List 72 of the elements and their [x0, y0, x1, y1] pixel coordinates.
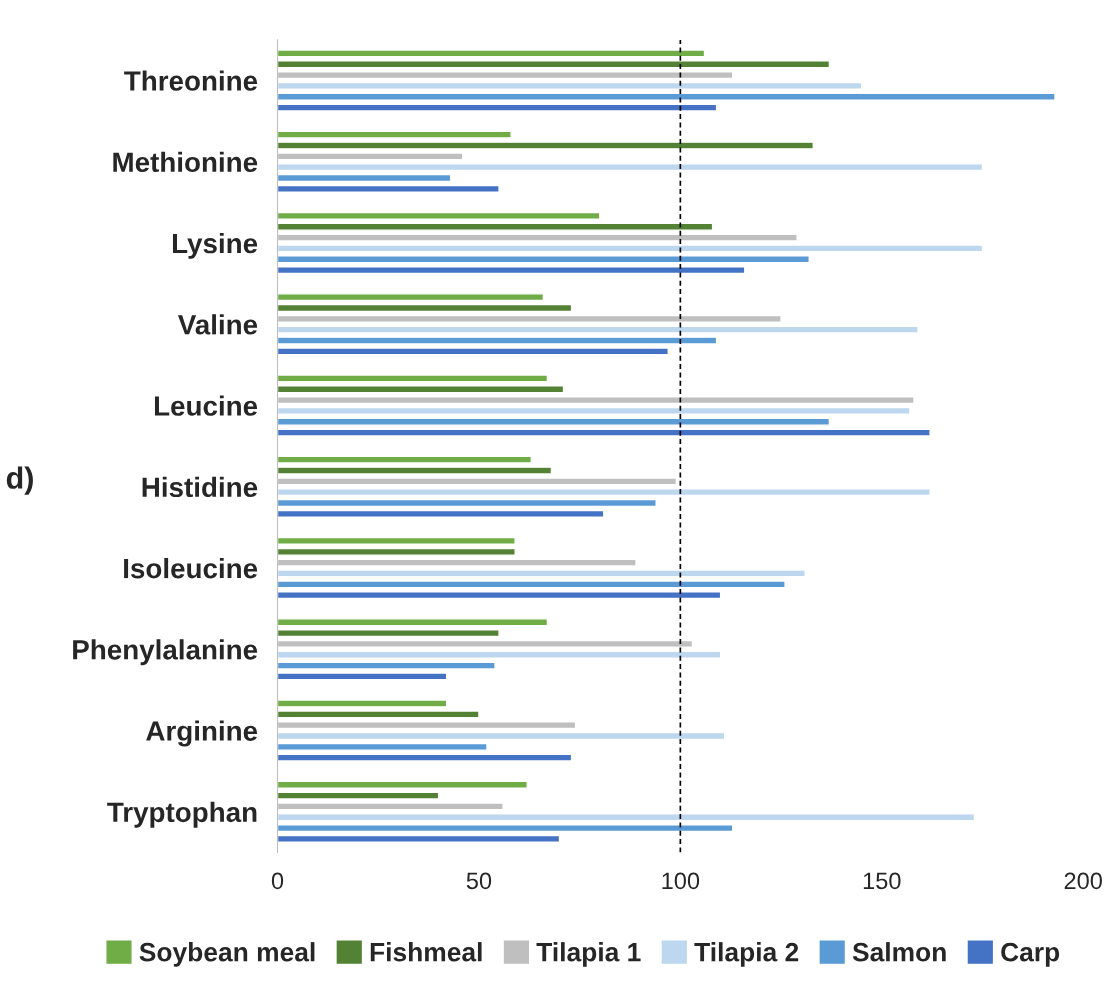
y-tick-label: Valine [177, 314, 258, 335]
bar [277, 672, 448, 681]
bar [277, 130, 512, 139]
bar [277, 661, 496, 670]
x-tick-label: 200 [1064, 872, 1102, 890]
bar [277, 374, 549, 383]
bar [277, 163, 984, 172]
bar [277, 173, 452, 183]
bar [277, 780, 528, 789]
bar [277, 266, 746, 275]
bar [277, 255, 810, 264]
bar [277, 347, 669, 356]
bar [277, 498, 657, 508]
bar [277, 547, 516, 556]
bar [277, 628, 500, 638]
bar [277, 753, 573, 762]
bar [277, 244, 984, 253]
bar [277, 60, 831, 69]
bar [277, 211, 601, 220]
y-tick-label: Leucine [154, 395, 258, 416]
bar [277, 488, 931, 497]
bar [277, 466, 553, 475]
bar [277, 303, 573, 313]
bar [277, 293, 545, 302]
bar [277, 834, 561, 843]
legend-label: Soybean meal [139, 942, 315, 967]
y-tick-label: Methionine [113, 151, 258, 173]
bar [277, 81, 863, 90]
bar [277, 699, 448, 708]
bar [277, 406, 911, 416]
bar [277, 184, 500, 193]
bar [277, 569, 806, 578]
y-tick-label: Threonine [124, 70, 258, 91]
bar [277, 103, 718, 112]
legend-label: Carp [1001, 942, 1060, 967]
legend-label: Tilapia 1 [536, 942, 641, 967]
bar [277, 742, 488, 751]
bar [277, 731, 726, 741]
bar [277, 385, 565, 394]
x-tick-label: 50 [466, 872, 492, 890]
y-tick-label: Histidine [142, 476, 258, 498]
legend-label: Salmon [852, 942, 946, 962]
bar [277, 791, 440, 800]
bar [277, 141, 814, 150]
bar [277, 813, 976, 822]
y-tick-label: Arginine [146, 720, 258, 747]
bar [277, 336, 718, 345]
bar [277, 536, 516, 546]
bar [277, 618, 549, 627]
bar [277, 222, 714, 231]
y-tick-label: Isoleucine [124, 557, 258, 579]
bar [277, 428, 931, 437]
text: d) [6, 466, 33, 495]
x-tick-label: 0 [271, 872, 284, 890]
bar [277, 580, 786, 589]
y-tick-label: Phenylalanine [73, 639, 258, 666]
y-tick-label: Tryptophan [107, 801, 257, 828]
legend-label: Fishmeal [370, 942, 482, 962]
y-tick-label: Lysine [172, 232, 258, 259]
legend-label: Tilapia 2 [694, 942, 799, 967]
bar [277, 509, 605, 518]
bar [277, 710, 480, 719]
bar [277, 49, 706, 58]
bar [277, 650, 722, 659]
bar [277, 824, 734, 833]
bar [277, 92, 1056, 101]
bar [277, 325, 919, 334]
x-tick-label: 100 [662, 872, 700, 890]
bar [277, 591, 722, 600]
bar [277, 455, 532, 464]
bar [277, 417, 831, 426]
x-tick-label: 150 [863, 872, 901, 890]
